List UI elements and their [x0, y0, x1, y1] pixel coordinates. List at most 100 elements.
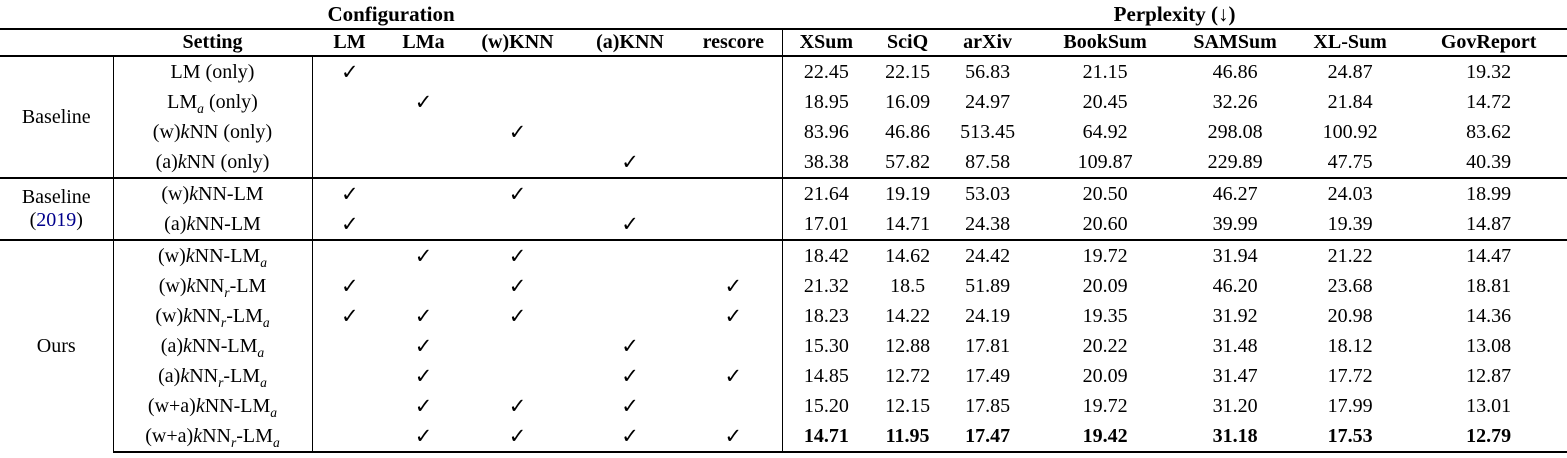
value-cell-booksum: 19.72 — [1082, 394, 1128, 417]
table-row: (a)kNNr-LMa ✓ ✓ ✓ 14.85 12.72 17.49 20.09 31.47 1… — [0, 361, 1567, 391]
empty-check-cell-aknn — [575, 117, 685, 147]
value-cell-xsum: 14.71 — [781, 421, 871, 453]
empty-check-cell-lm — [312, 391, 387, 421]
group-label-baseline: Baseline — [0, 56, 114, 178]
table-row: (w+a)kNNr-LMa ✓ ✓ ✓ ✓ 14.71 11.95 17.47 19.42 31.… — [0, 421, 1567, 453]
empty-check-cell-lma — [387, 147, 460, 178]
setting-cell: (w)kNN-LM — [113, 177, 313, 209]
value-cell-sciq: 18.5 — [890, 274, 926, 297]
table-row: (a)kNN-LM ✓ ✓ 17.01 14.71 24.38 20.60 39.99 19.3… — [0, 209, 1567, 240]
value-cell-arxiv: 53.03 — [945, 177, 1031, 209]
value-cell-sciq: 11.95 — [870, 421, 946, 453]
table-header: Configuration Perplexity (↓) Setting LM LM… — [0, 0, 1567, 57]
value-cell-xsum: 18.23 — [781, 301, 871, 331]
value-cell-booksum: 20.09 — [1082, 364, 1128, 387]
configuration-span-header: Configuration — [0, 0, 783, 30]
value-cell-arxiv: 17.81 — [965, 334, 1011, 357]
table-row: (w)kNNr-LM ✓ ✓ ✓ 21.32 18.5 51.89 20.09 46.20 23.… — [0, 271, 1567, 301]
checkmark-icon-aknn: ✓ — [621, 363, 639, 388]
empty-check-cell-lm — [312, 147, 387, 178]
empty-check-cell-wknn — [460, 209, 575, 240]
checkmark-icon-lm: ✓ — [340, 273, 359, 298]
value-cell-arxiv: 24.97 — [965, 90, 1011, 113]
value-cell-booksum: 109.87 — [1077, 150, 1133, 173]
checkmark-icon-wknn: ✓ — [460, 177, 575, 209]
table-row: Baseline LM (only) ✓ 22.45 22.15 56.83 21.15 46… — [0, 56, 1567, 178]
checkmark-icon-wknn: ✓ — [508, 119, 527, 144]
checkmark-icon-rescore: ✓ — [724, 273, 743, 298]
setting-cell: (a)kNNr-LMa — [113, 361, 313, 391]
table-row: LMa (only) ✓ 18.95 16.09 24.97 20.45 32.26 21.8… — [0, 87, 1567, 117]
empty-check-cell-lm — [312, 239, 387, 271]
value-cell-xsum: 21.32 — [781, 271, 871, 301]
value-cell-samsum: 31.48 — [1212, 334, 1258, 357]
checkmark-icon-wknn: ✓ — [460, 239, 575, 271]
value-cell-govreport: 40.39 — [1466, 150, 1512, 173]
checkmark-icon-wknn: ✓ — [460, 421, 575, 453]
table-row: Baseline (2019) (w)kNN-LM ✓ ✓ 21.64 19.19 53.03… — [0, 177, 1567, 240]
value-cell-xsum: 22.45 — [781, 56, 871, 87]
checkmark-icon-rescore: ✓ — [685, 421, 783, 453]
value-cell-xsum: 15.30 — [781, 331, 871, 361]
empty-check-cell-aknn — [575, 56, 685, 87]
setting-cell: (a)kNN (only) — [113, 147, 313, 178]
value-cell-arxiv: 51.89 — [965, 274, 1011, 297]
value-cell-xl-sum: 24.03 — [1290, 177, 1411, 209]
empty-header-cell — [0, 29, 113, 57]
value-cell-xl-sum: 21.84 — [1327, 90, 1373, 113]
empty-check-cell-lm — [312, 421, 387, 453]
setting-cell: LMa (only) — [113, 87, 313, 117]
checkmark-icon-aknn: ✓ — [621, 211, 639, 236]
empty-check-cell-lm — [312, 117, 387, 147]
table-row: (a)kNN (only) ✓ 38.38 57.82 87.58 109.87 229.8… — [0, 147, 1567, 178]
value-cell-arxiv: 17.49 — [965, 364, 1011, 387]
column-header-setting: Setting — [113, 29, 312, 57]
value-cell-samsum: 32.26 — [1212, 90, 1258, 113]
empty-check-cell-rescore — [685, 177, 783, 209]
value-cell-booksum: 20.60 — [1082, 212, 1128, 235]
value-cell-samsum: 31.94 — [1180, 239, 1291, 271]
table-row: (a)kNN-LMa ✓ ✓ 15.30 12.88 17.81 20.22 31.48 18.… — [0, 331, 1567, 361]
group-label-ours: Ours — [0, 239, 114, 452]
column-header-lm: LM — [312, 29, 387, 57]
empty-check-cell-lma — [387, 177, 460, 209]
empty-check-cell-wknn — [460, 147, 575, 178]
value-cell-xl-sum: 24.87 — [1327, 60, 1373, 83]
value-cell-sciq: 14.71 — [885, 212, 931, 235]
checkmark-icon-lm: ✓ — [340, 303, 359, 328]
value-cell-arxiv: 24.38 — [965, 212, 1011, 235]
value-cell-govreport: 13.01 — [1466, 394, 1512, 417]
value-cell-samsum: 46.86 — [1212, 60, 1258, 83]
empty-check-cell-aknn — [575, 301, 685, 331]
empty-check-cell-rescore — [685, 331, 782, 361]
empty-check-cell-rescore — [685, 209, 782, 240]
checkmark-icon-lm: ✓ — [312, 177, 387, 209]
value-cell-booksum: 19.35 — [1082, 304, 1128, 327]
checkmark-icon-lm: ✓ — [340, 59, 359, 84]
value-cell-samsum: 31.92 — [1212, 304, 1258, 327]
value-cell-sciq: 12.72 — [885, 364, 931, 387]
column-header-arxiv: arXiv — [945, 29, 1031, 57]
checkmark-icon-aknn: ✓ — [575, 421, 685, 453]
empty-check-cell-lma — [387, 56, 460, 87]
table-row: (w)kNNr-LMa ✓ ✓ ✓ ✓ 18.23 14.22 24.19 19.35 31.92… — [0, 301, 1567, 331]
value-cell-sciq: 12.88 — [885, 334, 931, 357]
value-cell-govreport: 12.87 — [1466, 364, 1512, 387]
column-header-govreport: GovReport — [1410, 29, 1567, 57]
checkmark-icon-lma: ✓ — [414, 363, 433, 388]
checkmark-icon-lma: ✓ — [414, 333, 433, 358]
column-header-xsum: XSum — [781, 29, 871, 57]
citation-link-2019[interactable]: 2019 — [36, 209, 77, 231]
value-cell-arxiv: 56.83 — [965, 60, 1011, 83]
empty-check-cell-wknn — [460, 56, 575, 87]
setting-cell: (w)kNNr-LM — [113, 271, 313, 301]
empty-check-cell-rescore — [685, 56, 782, 87]
checkmark-icon-wknn: ✓ — [508, 273, 527, 298]
value-cell-booksum: 20.50 — [1030, 177, 1181, 209]
value-cell-sciq: 16.09 — [885, 90, 931, 113]
empty-check-cell-wknn — [460, 361, 575, 391]
empty-check-cell-aknn — [575, 271, 685, 301]
group-label-baseline-2019: Baseline (2019) — [0, 177, 114, 240]
checkmark-icon-lma: ✓ — [387, 421, 460, 453]
empty-check-cell-aknn — [575, 239, 685, 271]
